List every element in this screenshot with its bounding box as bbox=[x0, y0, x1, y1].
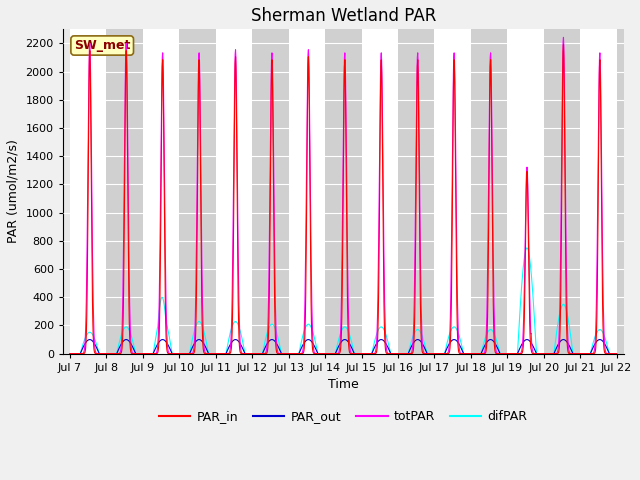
totPAR bbox=[517, 350, 525, 356]
difPAR bbox=[187, 345, 195, 350]
PAR_in bbox=[187, 351, 195, 357]
totPAR bbox=[559, 35, 567, 40]
Y-axis label: PAR (umol/m2/s): PAR (umol/m2/s) bbox=[7, 140, 20, 243]
Line: PAR_in: PAR_in bbox=[70, 45, 616, 354]
totPAR bbox=[281, 351, 289, 357]
Bar bbox=[508, 29, 544, 354]
Line: PAR_out: PAR_out bbox=[70, 339, 616, 354]
PAR_in bbox=[517, 351, 525, 357]
difPAR bbox=[66, 351, 74, 357]
difPAR bbox=[517, 293, 525, 299]
Bar bbox=[106, 29, 143, 354]
Bar bbox=[179, 29, 216, 354]
Title: Sherman Wetland PAR: Sherman Wetland PAR bbox=[251, 7, 436, 25]
Legend: PAR_in, PAR_out, totPAR, difPAR: PAR_in, PAR_out, totPAR, difPAR bbox=[154, 405, 532, 428]
PAR_in bbox=[281, 351, 289, 357]
Bar bbox=[289, 29, 325, 354]
PAR_out bbox=[428, 351, 435, 357]
PAR_in bbox=[612, 351, 620, 357]
PAR_out bbox=[66, 351, 74, 357]
Bar bbox=[362, 29, 398, 354]
PAR_out bbox=[564, 341, 572, 347]
Bar bbox=[143, 29, 179, 354]
Bar bbox=[216, 29, 252, 354]
difPAR bbox=[564, 317, 572, 323]
totPAR bbox=[612, 351, 620, 357]
Bar bbox=[70, 29, 106, 354]
PAR_out bbox=[612, 351, 620, 357]
Text: SW_met: SW_met bbox=[74, 39, 131, 52]
totPAR bbox=[427, 351, 435, 357]
PAR_in bbox=[564, 350, 572, 356]
Bar bbox=[471, 29, 508, 354]
PAR_in bbox=[294, 351, 301, 357]
difPAR bbox=[427, 351, 435, 357]
difPAR bbox=[281, 351, 289, 357]
PAR_in bbox=[559, 42, 567, 48]
totPAR bbox=[564, 343, 572, 349]
Bar bbox=[544, 29, 580, 354]
PAR_out bbox=[281, 351, 289, 357]
PAR_in bbox=[427, 351, 435, 357]
totPAR bbox=[66, 351, 74, 357]
difPAR bbox=[612, 351, 620, 357]
Bar bbox=[398, 29, 435, 354]
difPAR bbox=[294, 351, 301, 357]
totPAR bbox=[294, 351, 301, 357]
Bar bbox=[435, 29, 471, 354]
PAR_out bbox=[518, 342, 525, 348]
Line: difPAR: difPAR bbox=[70, 248, 616, 354]
Bar bbox=[580, 29, 616, 354]
PAR_in bbox=[66, 351, 74, 357]
totPAR bbox=[187, 351, 195, 357]
PAR_out bbox=[188, 347, 195, 353]
PAR_out bbox=[294, 351, 302, 357]
Bar bbox=[325, 29, 362, 354]
Bar bbox=[252, 29, 289, 354]
difPAR bbox=[523, 245, 531, 251]
X-axis label: Time: Time bbox=[328, 378, 358, 391]
PAR_out bbox=[86, 336, 93, 342]
Bar bbox=[616, 29, 640, 354]
Line: totPAR: totPAR bbox=[70, 37, 616, 354]
